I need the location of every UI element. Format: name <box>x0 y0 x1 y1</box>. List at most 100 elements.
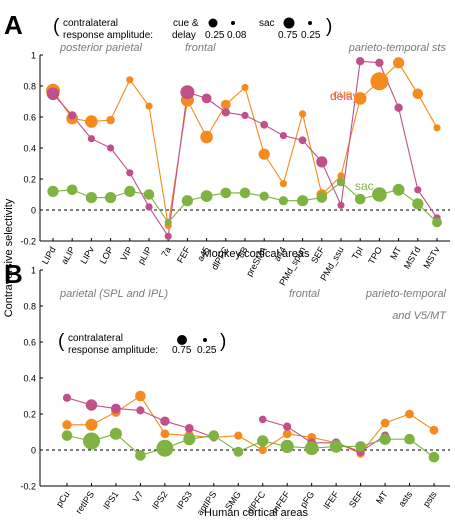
y-tick-label: 0.2 <box>23 175 36 185</box>
data-point-cue <box>353 92 367 105</box>
series-line-cue <box>67 395 435 455</box>
data-point-sac <box>392 183 405 196</box>
data-point-delay <box>201 93 212 104</box>
data-point-cue <box>85 115 98 128</box>
y-tick-label: 0.6 <box>23 113 36 123</box>
data-point-cue <box>145 102 153 110</box>
series-label-delay: delay <box>330 89 359 103</box>
panel-b-letter: B <box>4 259 23 289</box>
x-tick-label: V7 <box>131 489 146 504</box>
data-point-delay <box>298 136 307 145</box>
legend-a-close-paren: ) <box>326 16 332 37</box>
data-point-sac <box>208 430 220 441</box>
y-tick-label: 1 <box>31 51 36 61</box>
data-point-delay <box>316 156 328 168</box>
panel-b-axes <box>39 269 450 487</box>
x-tick-label: 7a <box>159 245 173 259</box>
data-point-delay <box>87 135 95 143</box>
data-point-delay <box>337 201 345 209</box>
panel-b: B parietal (SPL and IPL) frontal parieto… <box>4 259 450 519</box>
data-point-cue <box>241 83 249 92</box>
data-point-sac <box>297 195 309 207</box>
data-point-sac <box>124 185 136 197</box>
data-point-sac <box>239 187 251 199</box>
x-tick-label: TPO <box>366 245 384 266</box>
data-point-delay <box>62 393 72 402</box>
legend-b-line1-prefix: contralateral <box>68 333 123 344</box>
y-tick-label: 0.2 <box>23 410 36 420</box>
data-point-cue <box>258 445 267 455</box>
y-tick-label: 0.4 <box>23 144 36 154</box>
data-point-sac <box>428 451 440 463</box>
data-point-sac <box>280 439 294 453</box>
x-tick-label: MT <box>388 245 403 262</box>
legend-a-open-paren: ( <box>53 16 60 37</box>
legend-b-marker-small <box>203 338 207 342</box>
x-tick-label: retIPS <box>74 489 97 515</box>
panel-b-legend: ( contralateral response amplitude: 0.75… <box>58 331 226 356</box>
data-point-delay <box>375 58 384 67</box>
y-tick-label: 0.6 <box>23 338 36 348</box>
data-point-delay <box>241 111 249 119</box>
data-point-cue <box>220 99 231 110</box>
x-tick-label: IPS2 <box>150 489 169 511</box>
y-tick-label: 1 <box>31 266 36 276</box>
legend-a-marker-small-2 <box>308 21 312 25</box>
data-point-cue <box>200 130 213 144</box>
data-point-cue <box>160 429 170 439</box>
data-point-sac <box>220 187 232 199</box>
data-point-delay <box>107 144 115 152</box>
data-point-sac <box>259 191 269 201</box>
data-point-delay <box>356 57 365 66</box>
legend-a-group1-title: cue & <box>173 18 199 29</box>
y-tick-label: 0 <box>31 206 36 216</box>
data-point-sac <box>200 190 213 203</box>
data-point-sac <box>183 433 196 446</box>
data-point-sac <box>105 192 117 204</box>
data-point-delay <box>68 111 77 120</box>
panel-b-series-lines <box>66 395 435 458</box>
data-point-sac <box>143 189 155 200</box>
data-point-delay <box>180 85 195 100</box>
legend-b-value-2: 0.25 <box>197 345 217 356</box>
x-tick-label: pLIP <box>136 245 154 266</box>
data-point-sac <box>66 184 78 196</box>
data-point-sac <box>372 187 387 202</box>
y-tick-label: 0.4 <box>23 374 36 384</box>
data-point-sac <box>61 430 73 441</box>
data-point-delay <box>394 103 403 112</box>
legend-b-line2-prefix: response amplitude: <box>68 345 158 356</box>
legend-a-group1-value-2: 0.08 <box>227 30 247 41</box>
region-label-parietal-spl-ipl: parietal (SPL and IPL) <box>59 288 168 300</box>
panel-a-x-axis-label: Monkey cortical areas <box>203 248 310 260</box>
panel-a-letter: A <box>4 10 23 40</box>
x-tick-label: TpI <box>350 245 365 261</box>
data-point-delay <box>279 132 287 140</box>
data-point-cue <box>282 429 292 439</box>
series-line-sac <box>66 433 435 458</box>
panel-b-tick-labels: -0.2 0 0.2 0.4 0.6 0.8 1 pCu retIPS IPS1 V7 IPS2 IPS… <box>20 266 438 518</box>
data-point-sac <box>257 435 269 447</box>
legend-b-close-paren: ) <box>220 331 226 352</box>
region-label-parieto-temporal-sts: parieto-temporal sts <box>348 42 447 54</box>
data-point-delay <box>85 399 98 411</box>
panel-a-legend: ( contralateral response amplitude: cue … <box>53 16 332 41</box>
data-point-cue <box>62 420 72 430</box>
region-label-v5-mt: and V5/MT <box>392 310 447 322</box>
legend-a-group1-value-1: 0.25 <box>205 30 225 41</box>
data-point-delay <box>221 108 230 117</box>
data-point-cue <box>85 418 98 431</box>
data-point-delay <box>145 203 153 211</box>
data-point-delay <box>126 169 134 177</box>
data-point-sac <box>109 427 122 440</box>
data-point-delay <box>164 232 172 240</box>
y-tick-label: 0.8 <box>23 302 36 312</box>
x-tick-label: LOP <box>98 245 116 266</box>
y-tick-label: 0.8 <box>23 82 36 92</box>
x-tick-label: MSTd <box>402 245 423 271</box>
data-point-cue <box>299 110 307 118</box>
legend-a-group2-title: sac <box>259 18 275 29</box>
data-point-cue <box>380 418 390 428</box>
data-point-sac <box>355 441 366 452</box>
data-point-sac <box>164 218 172 226</box>
